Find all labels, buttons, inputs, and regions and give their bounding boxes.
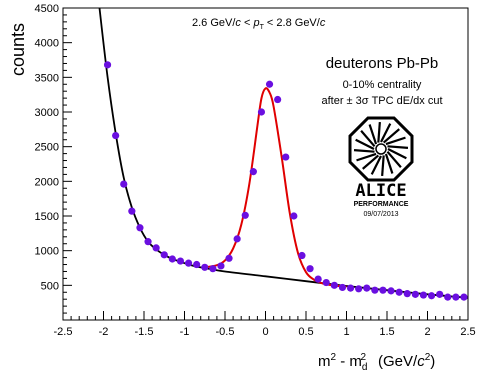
data-point (436, 290, 444, 298)
y-tick-label: 2500 (35, 142, 59, 154)
x-tick-label: 0.5 (298, 326, 313, 338)
data-point (338, 283, 347, 292)
y-tick-label: 500 (41, 280, 59, 292)
centrality-label: 0-10% centrality (343, 79, 422, 91)
data-point (128, 207, 136, 215)
alice-logo-spoke (356, 152, 377, 162)
y-tick-label: 3000 (35, 107, 59, 119)
data-point (168, 255, 176, 263)
alice-logo-spoke (386, 150, 402, 168)
alice-logo-spoke (385, 136, 406, 146)
alice-logo-date: 09/07/2013 (363, 211, 398, 218)
data-point (427, 292, 436, 300)
alice-logo-spoke (353, 149, 375, 153)
alice-logo (348, 116, 414, 182)
data-point (120, 180, 128, 188)
y-tick-label: 1500 (35, 211, 59, 223)
data-point (346, 284, 355, 292)
alice-logo-name: ALICE (355, 181, 406, 201)
x-tick-label: -1.5 (135, 326, 154, 338)
alice-logo-hub (375, 143, 387, 155)
alice-logo-spokes (353, 121, 409, 177)
data-point (306, 265, 314, 273)
pt-range-label: 2.6 GeV/c < pT < 2.8 GeV/c (192, 17, 326, 31)
y-tick-label: 4000 (35, 38, 59, 50)
data-point (176, 257, 185, 265)
y-tick-label: 1000 (35, 246, 59, 258)
data-point (103, 61, 112, 69)
y-tick-label: 3500 (35, 72, 59, 84)
alice-logo-spoke (387, 145, 409, 149)
data-point (411, 290, 419, 298)
data-point (460, 293, 468, 301)
data-point (193, 260, 201, 269)
x-tick-label: -1 (180, 326, 190, 338)
alice-logo-spoke (355, 138, 375, 150)
y-tick-label: 4500 (35, 3, 59, 15)
data-points (103, 61, 468, 301)
data-point (144, 238, 152, 246)
data-point (184, 259, 193, 267)
data-point (330, 281, 338, 289)
x-tick-label: -0.5 (216, 326, 235, 338)
data-point (160, 251, 168, 259)
data-point (241, 211, 249, 219)
x-tick-label: 2 (424, 326, 430, 338)
data-point (387, 287, 395, 295)
data-point (419, 291, 428, 299)
alice-logo-spoke (362, 154, 380, 170)
data-point (265, 80, 274, 88)
data-point (355, 285, 363, 293)
x-tick-label: -2 (99, 326, 109, 338)
alice-logo-spoke (387, 148, 407, 160)
alice-logo-sub: PERFORMANCE (354, 201, 409, 208)
y-axis-title: counts (8, 23, 28, 76)
data-point (379, 286, 387, 294)
data-point (136, 224, 144, 232)
data-point (444, 293, 452, 301)
alice-logo-spoke (382, 128, 400, 144)
x-tick-label: 1 (343, 326, 349, 338)
alice-logo-spoke (380, 123, 392, 143)
data-point (112, 131, 120, 140)
x-tick-label: 0 (262, 326, 268, 338)
alice-logo-spoke (360, 130, 376, 148)
data-point (225, 254, 233, 262)
data-point (363, 284, 371, 292)
x-axis: -2.5 -2 -1.5 -1 -0.5 0 0.5 1 1.5 2 2.5 (54, 311, 476, 338)
signal-fit-line (204, 87, 347, 288)
data-point (314, 275, 322, 283)
x-tick-label: 2.5 (460, 326, 475, 338)
y-tick-label: 2000 (35, 176, 59, 188)
data-point (209, 265, 217, 273)
cut-label: after ± 3σ TPC dE/dx cut (321, 95, 442, 107)
alice-logo-spoke (381, 155, 385, 177)
data-point (395, 288, 403, 296)
alice-logo-spoke (370, 155, 382, 175)
alice-logo-spoke (368, 124, 378, 145)
data-point (403, 290, 411, 298)
x-axis-title: m2 - md2 (GeV/c2) (318, 352, 435, 373)
data-point (282, 153, 290, 161)
data-point (290, 212, 298, 220)
data-point (274, 95, 282, 104)
data-point (257, 108, 266, 116)
data-point (233, 235, 241, 243)
data-point (217, 262, 225, 270)
species-label: deuterons Pb-Pb (326, 55, 439, 72)
x-tick-label: -2.5 (54, 326, 73, 338)
alice-logo-spoke (377, 121, 381, 143)
y-axis: 500 1000 1500 2000 2500 3000 3500 4000 4500 (35, 3, 72, 321)
data-point (201, 263, 209, 271)
data-point (249, 168, 257, 176)
x-tick-label: 1.5 (379, 326, 394, 338)
alice-logo-spoke (384, 153, 394, 174)
data-point (298, 251, 306, 260)
data-point (452, 293, 460, 301)
data-point (322, 278, 330, 287)
data-point (152, 244, 160, 252)
data-point (371, 286, 379, 294)
